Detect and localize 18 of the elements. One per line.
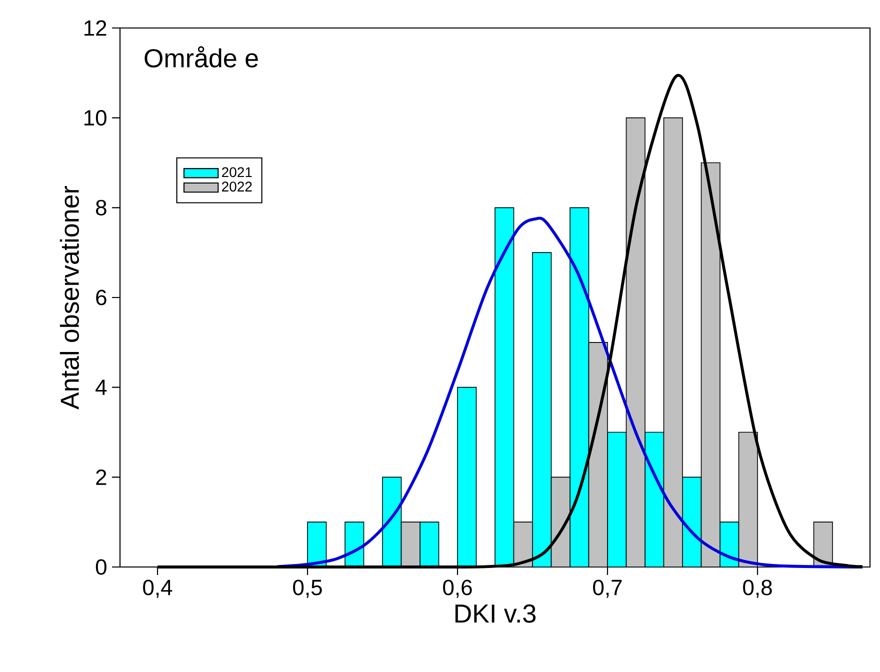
y-axis-title: Antal observationer: [60, 186, 79, 410]
text: Område e: [144, 46, 258, 68]
legend-label: 2021: [222, 167, 252, 178]
x-tick-label: 0,8: [743, 580, 772, 598]
x-tick-label: 0,4: [143, 580, 172, 598]
y-tick-label: 10: [84, 110, 106, 126]
x-axis-title: DKI v.3: [455, 604, 536, 623]
y-tick-label: 2: [96, 469, 106, 485]
y-tick-label: 12: [84, 20, 106, 36]
x-tick-label: 0,7: [593, 580, 622, 598]
y-tick-label: 8: [96, 200, 106, 216]
x-tick-label: 0,6: [443, 580, 472, 598]
y-tick-label: 4: [96, 380, 107, 395]
y-tick-label: 6: [96, 290, 106, 306]
line-series: [276, 217, 864, 568]
y-tick-label: 0: [96, 559, 106, 575]
x-tick-label: 0,5: [293, 580, 322, 598]
legend-label: 2022: [222, 182, 252, 192]
